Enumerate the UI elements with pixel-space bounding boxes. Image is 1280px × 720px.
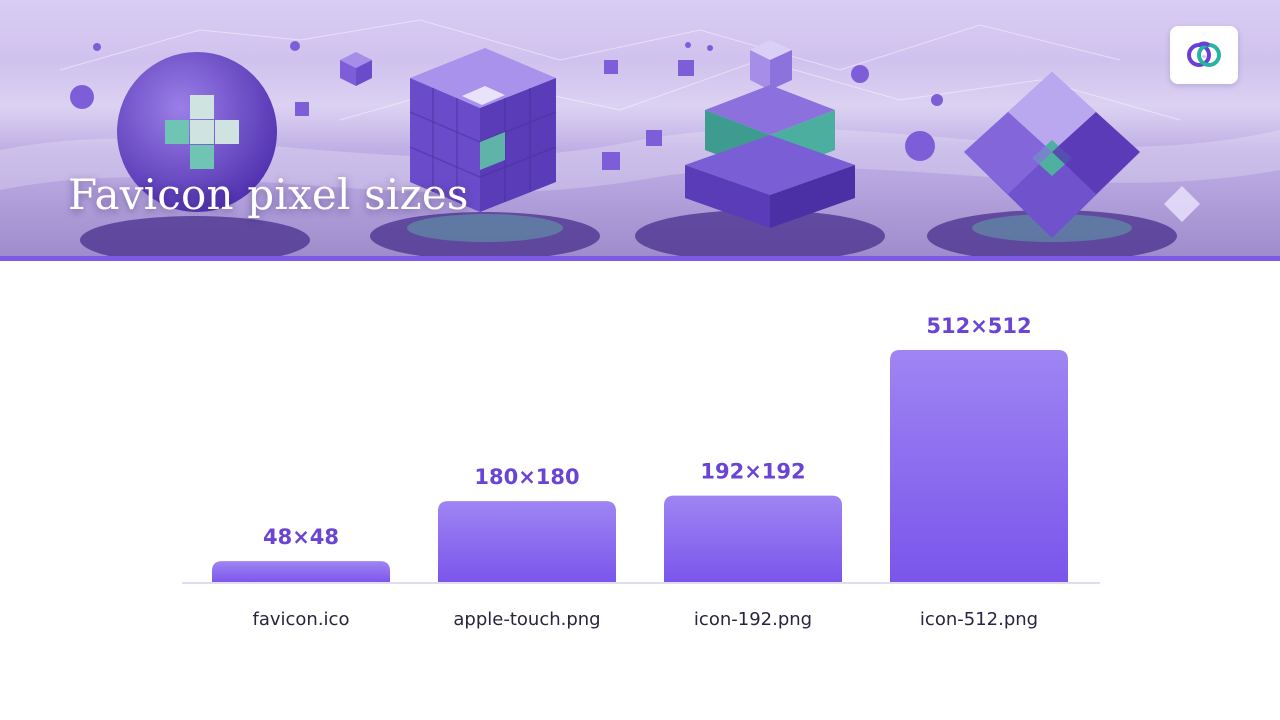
linked-rings-logo-icon: ∞	[1187, 41, 1221, 67]
value-label: 512×512	[926, 314, 1031, 338]
category-label: icon-512.png	[920, 609, 1038, 630]
bar-icon-192-png	[664, 495, 842, 583]
category-labels: favicon.ico apple-touch.png icon-192.png ic…	[253, 609, 1039, 630]
value-label: 48×48	[263, 525, 339, 549]
category-label: favicon.ico	[253, 609, 350, 630]
banner-illustration	[0, 19, 1280, 256]
bar-apple-touch-png	[438, 501, 616, 583]
value-label: 180×180	[474, 465, 579, 489]
slide-title: Favicon pixel sizes	[68, 170, 469, 219]
bar-icon-512-png	[890, 350, 1068, 583]
banner-accent-line	[0, 256, 1280, 261]
logo-badge: ∞	[1170, 26, 1238, 84]
category-label: icon-192.png	[694, 609, 812, 630]
value-labels: 48×48 180×180 192×192 512×512	[263, 314, 1032, 549]
bar-chart: 48×48 180×180 192×192 512×512 favicon.ico ap…	[182, 314, 1100, 630]
header-banner: Favicon pixel sizes ∞	[0, 0, 1280, 256]
svg-text:∞: ∞	[1202, 54, 1206, 60]
bar-series	[212, 350, 1068, 583]
bar-favicon-ico	[212, 561, 390, 583]
category-label: apple-touch.png	[453, 609, 600, 630]
value-label: 192×192	[700, 460, 805, 484]
